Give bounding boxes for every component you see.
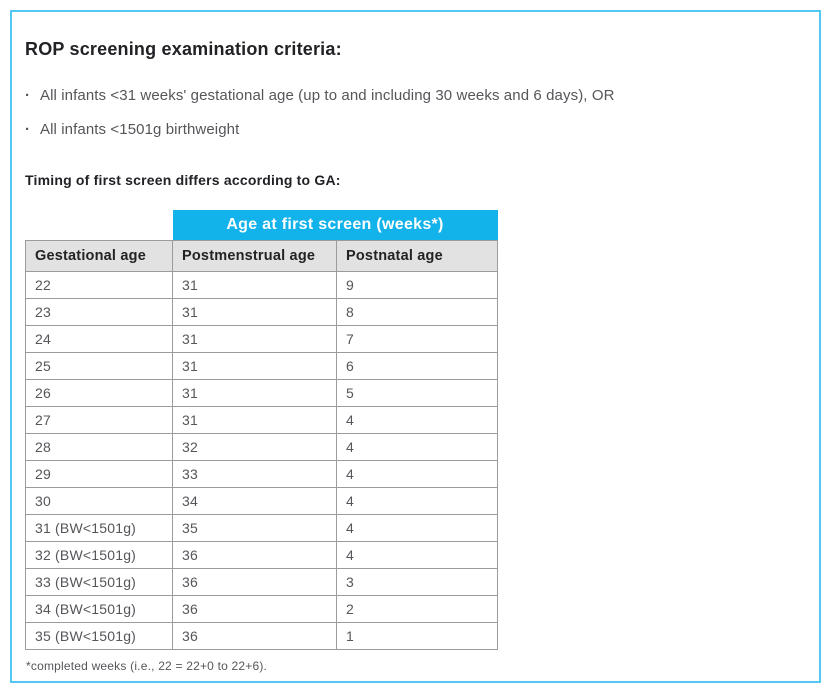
table-cell: 34 (BW<1501g): [25, 594, 173, 623]
table-cell: 36: [172, 540, 337, 569]
table-cell: 7: [335, 324, 499, 353]
table-cell: 4: [335, 513, 499, 542]
table-cell: 24: [25, 324, 173, 353]
bullet-icon: ·: [25, 121, 31, 138]
table-cell: 33 (BW<1501g): [25, 567, 173, 596]
table-cell: 2: [335, 594, 499, 623]
table-cell: 35: [172, 513, 337, 542]
table-cell: 22: [25, 270, 173, 299]
table-cell: 29: [25, 459, 173, 488]
table-cell: 36: [172, 621, 337, 650]
table-cell: 31: [172, 324, 337, 353]
span-header-row: Age at first screen (weeks*): [25, 210, 498, 240]
table-cell: 30: [25, 486, 173, 515]
table-cell: 3: [335, 567, 499, 596]
table-row: 34 (BW<1501g) 36 2: [25, 594, 499, 623]
table-cell: 4: [335, 486, 499, 515]
table-cell: 28: [25, 432, 173, 461]
table-cell: 35 (BW<1501g): [25, 621, 173, 650]
table-cell: 36: [172, 594, 337, 623]
table-row: 24 31 7: [25, 324, 499, 353]
table-row: 31 (BW<1501g) 35 4: [25, 513, 499, 542]
table-cell: 1: [335, 621, 499, 650]
table-cell: 5: [335, 378, 499, 407]
column-header-row: Gestational age Postmenstrual age Postna…: [25, 239, 499, 272]
column-header-postnatal-age: Postnatal age: [335, 239, 499, 272]
table-cell: 34: [172, 486, 337, 515]
table-body: 22 31 9 23 31 8 24 31 7 25 31 6 26 31 5 27 31 4 28 32 4 29 33 4…: [25, 270, 499, 650]
table-cell: 31: [172, 270, 337, 299]
table-cell: 25: [25, 351, 173, 380]
table-cell: 4: [335, 540, 499, 569]
table-cell: 31: [172, 405, 337, 434]
table-cell: 9: [335, 270, 499, 299]
table-row: 26 31 5: [25, 378, 499, 407]
table-cell: 26: [25, 378, 173, 407]
table-row: 28 32 4: [25, 432, 499, 461]
table-row: 32 (BW<1501g) 36 4: [25, 540, 499, 569]
table-cell: 8: [335, 297, 499, 326]
table-row: 30 34 4: [25, 486, 499, 515]
table-cell: 23: [25, 297, 173, 326]
table-row: 29 33 4: [25, 459, 499, 488]
table-cell: 4: [335, 432, 499, 461]
table-row: 25 31 6: [25, 351, 499, 380]
column-header-gestational-age: Gestational age: [25, 239, 173, 272]
list-item: · All infants <31 weeks' gestational age…: [25, 86, 801, 106]
table-row: 23 31 8: [25, 297, 499, 326]
list-item: · All infants <1501g birthweight: [25, 120, 801, 140]
table-cell: 27: [25, 405, 173, 434]
table-footnote: *completed weeks (i.e., 22 = 22+0 to 22+…: [26, 658, 268, 673]
info-box-frame: ROP screening examination criteria: · Al…: [10, 10, 821, 683]
table-cell: 32: [172, 432, 337, 461]
table-cell: 33: [172, 459, 337, 488]
table-cell: 31: [172, 351, 337, 380]
table-cell: 36: [172, 567, 337, 596]
table-cell: 31: [172, 378, 337, 407]
criteria-text: All infants <1501g birthweight: [40, 121, 240, 138]
criteria-text: All infants <31 weeks' gestational age (…: [40, 87, 615, 104]
page-title: ROP screening examination criteria:: [25, 39, 342, 59]
criteria-list: · All infants <31 weeks' gestational age…: [25, 86, 801, 140]
span-header-cell: Age at first screen (weeks*): [172, 210, 498, 240]
table-cell: 31: [172, 297, 337, 326]
table-cell: 6: [335, 351, 499, 380]
table-row: 22 31 9: [25, 270, 499, 299]
table-cell: 4: [335, 405, 499, 434]
bullet-icon: ·: [25, 87, 31, 104]
empty-corner-cell: [25, 210, 173, 240]
table-cell: 32 (BW<1501g): [25, 540, 173, 569]
column-header-postmenstrual-age: Postmenstrual age: [172, 239, 337, 272]
table-row: 35 (BW<1501g) 36 1: [25, 621, 499, 650]
table-cell: 31 (BW<1501g): [25, 513, 173, 542]
table-row: 27 31 4: [25, 405, 499, 434]
timing-subtitle: Timing of first screen differs according…: [25, 172, 341, 188]
screening-table: Age at first screen (weeks*) Gestational…: [25, 210, 499, 650]
table-row: 33 (BW<1501g) 36 3: [25, 567, 499, 596]
table-cell: 4: [335, 459, 499, 488]
